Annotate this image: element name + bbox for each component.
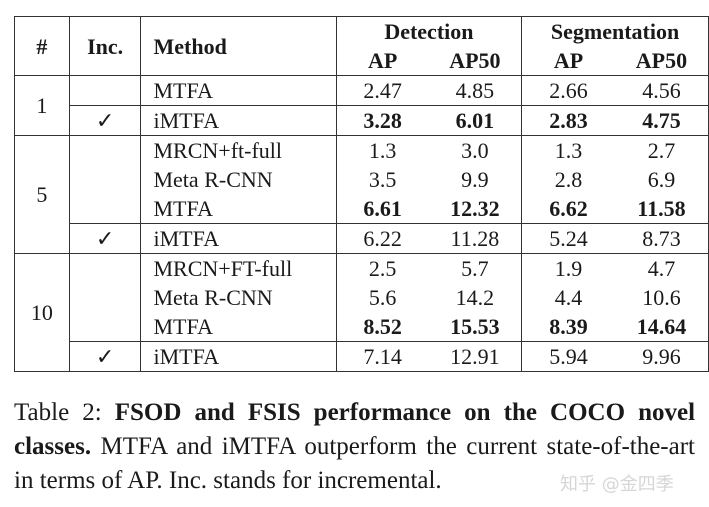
table-row: ✓ iMTFA 7.14 12.91 5.94 9.96 [14,341,709,372]
table-row: ✓ iMTFA 6.22 11.28 5.24 8.73 [14,223,709,254]
table-row: Meta R-CNN 3.5 9.9 2.8 6.9 [15,165,709,194]
value-cell: 9.96 [614,341,709,372]
caption-text: MTFA and iMTFA outperform the current st… [14,433,696,494]
inc-cell [69,135,142,165]
table-row: 10 MRCN+FT-full 2.5 5.7 1.9 4.7 [14,253,709,372]
method-cell: MTFA [140,194,337,224]
header-inc: Inc. [69,16,142,76]
value-cell: 4.56 [614,75,709,106]
header-detection: Detection [336,16,523,46]
table-row: MTFA 8.52 15.53 8.39 14.64 [15,312,709,342]
method-cell: MTFA [140,75,337,106]
value-cell: 6.62 [549,196,588,221]
value-cell: 2.8 [554,167,583,192]
value-cell: 6.01 [428,105,523,136]
value-cell: 15.53 [428,312,523,342]
value-cell: 3.28 [363,108,402,133]
value-cell: 5.24 [549,226,588,251]
inc-cell: ✓ [69,105,142,136]
value-cell: 11.58 [614,194,709,224]
value-cell: 4.85 [428,75,523,106]
value-cell: 12.32 [428,194,523,224]
value-cell: 6.9 [614,165,709,194]
table-row: Meta R-CNN 5.6 14.2 4.4 10.6 [15,283,709,312]
inc-cell: ✓ [69,223,142,254]
shots-cell: 1 [14,75,70,136]
header-shots: # [14,16,70,76]
value-cell: 3.5 [368,167,397,192]
table-row: ✓ iMTFA 3.28 6.01 2.83 4.75 [14,105,709,136]
shots-cell: 5 [14,135,70,254]
value-cell: 8.39 [549,314,588,339]
value-cell: 12.91 [428,341,523,372]
method-cell: MTFA [140,312,337,342]
value-cell: 1.9 [554,256,583,281]
method-cell: MRCN+FT-full [140,253,337,283]
table-row: 5 MRCN+ft-full 1.3 3.0 1.3 2.7 [14,135,709,254]
caption-bold: FSOD and FSIS performance on the COCO no… [14,399,696,460]
table-caption: Table 2: FSOD and FSIS performance on th… [14,396,695,498]
method-cell: iMTFA [140,223,337,254]
inc-cell [69,283,142,312]
value-cell: 5.6 [368,285,397,310]
value-cell: 9.9 [428,165,523,194]
method-cell: MRCN+ft-full [140,135,337,165]
header-segmentation: Segmentation [521,16,709,46]
watermark: 知乎 @金四季 [560,474,674,495]
header-det-ap: AP [368,48,398,73]
results-table: # Inc. Method Detection Segmentation AP … [14,16,709,372]
table-row: MTFA 6.61 12.32 6.62 11.58 [15,194,709,224]
value-cell: 14.2 [428,283,523,312]
value-cell: 1.3 [554,138,583,163]
value-cell: 10.6 [614,283,709,312]
value-cell: 4.7 [614,253,709,283]
value-cell: 11.28 [428,223,523,254]
inc-cell [69,312,142,342]
value-cell: 2.7 [614,135,709,165]
inc-cell [69,75,142,106]
value-cell: 8.52 [363,314,402,339]
inc-cell [69,253,142,283]
value-cell: 2.66 [549,78,588,103]
caption-label: Table 2: [14,399,102,426]
value-cell: 2.83 [549,108,588,133]
inc-cell [69,194,142,224]
value-cell: 2.5 [368,256,397,281]
table-row: 1 MTFA 2.47 4.85 2.66 4.56 [14,75,709,136]
value-cell: 2.47 [363,78,402,103]
value-cell: 8.73 [614,223,709,254]
value-cell: 6.22 [363,226,402,251]
value-cell: 1.3 [368,138,397,163]
shots-cell: 10 [14,253,70,372]
value-cell: 5.94 [549,344,588,369]
value-cell: 5.7 [428,253,523,283]
header-seg-ap50: AP50 [614,46,709,76]
value-cell: 7.14 [363,344,402,369]
value-cell: 3.0 [428,135,523,165]
value-cell: 6.61 [363,196,402,221]
method-cell: Meta R-CNN [140,283,337,312]
method-cell: Meta R-CNN [140,165,337,194]
inc-cell [69,165,142,194]
value-cell: 4.4 [554,285,583,310]
method-cell: iMTFA [140,341,337,372]
value-cell: 14.64 [614,312,709,342]
header-method: Method [140,16,337,76]
header-seg-ap: AP [553,48,584,73]
value-cell: 4.75 [614,105,709,136]
header-det-ap50: AP50 [428,46,523,76]
method-cell: iMTFA [140,105,337,136]
inc-cell: ✓ [69,341,142,372]
